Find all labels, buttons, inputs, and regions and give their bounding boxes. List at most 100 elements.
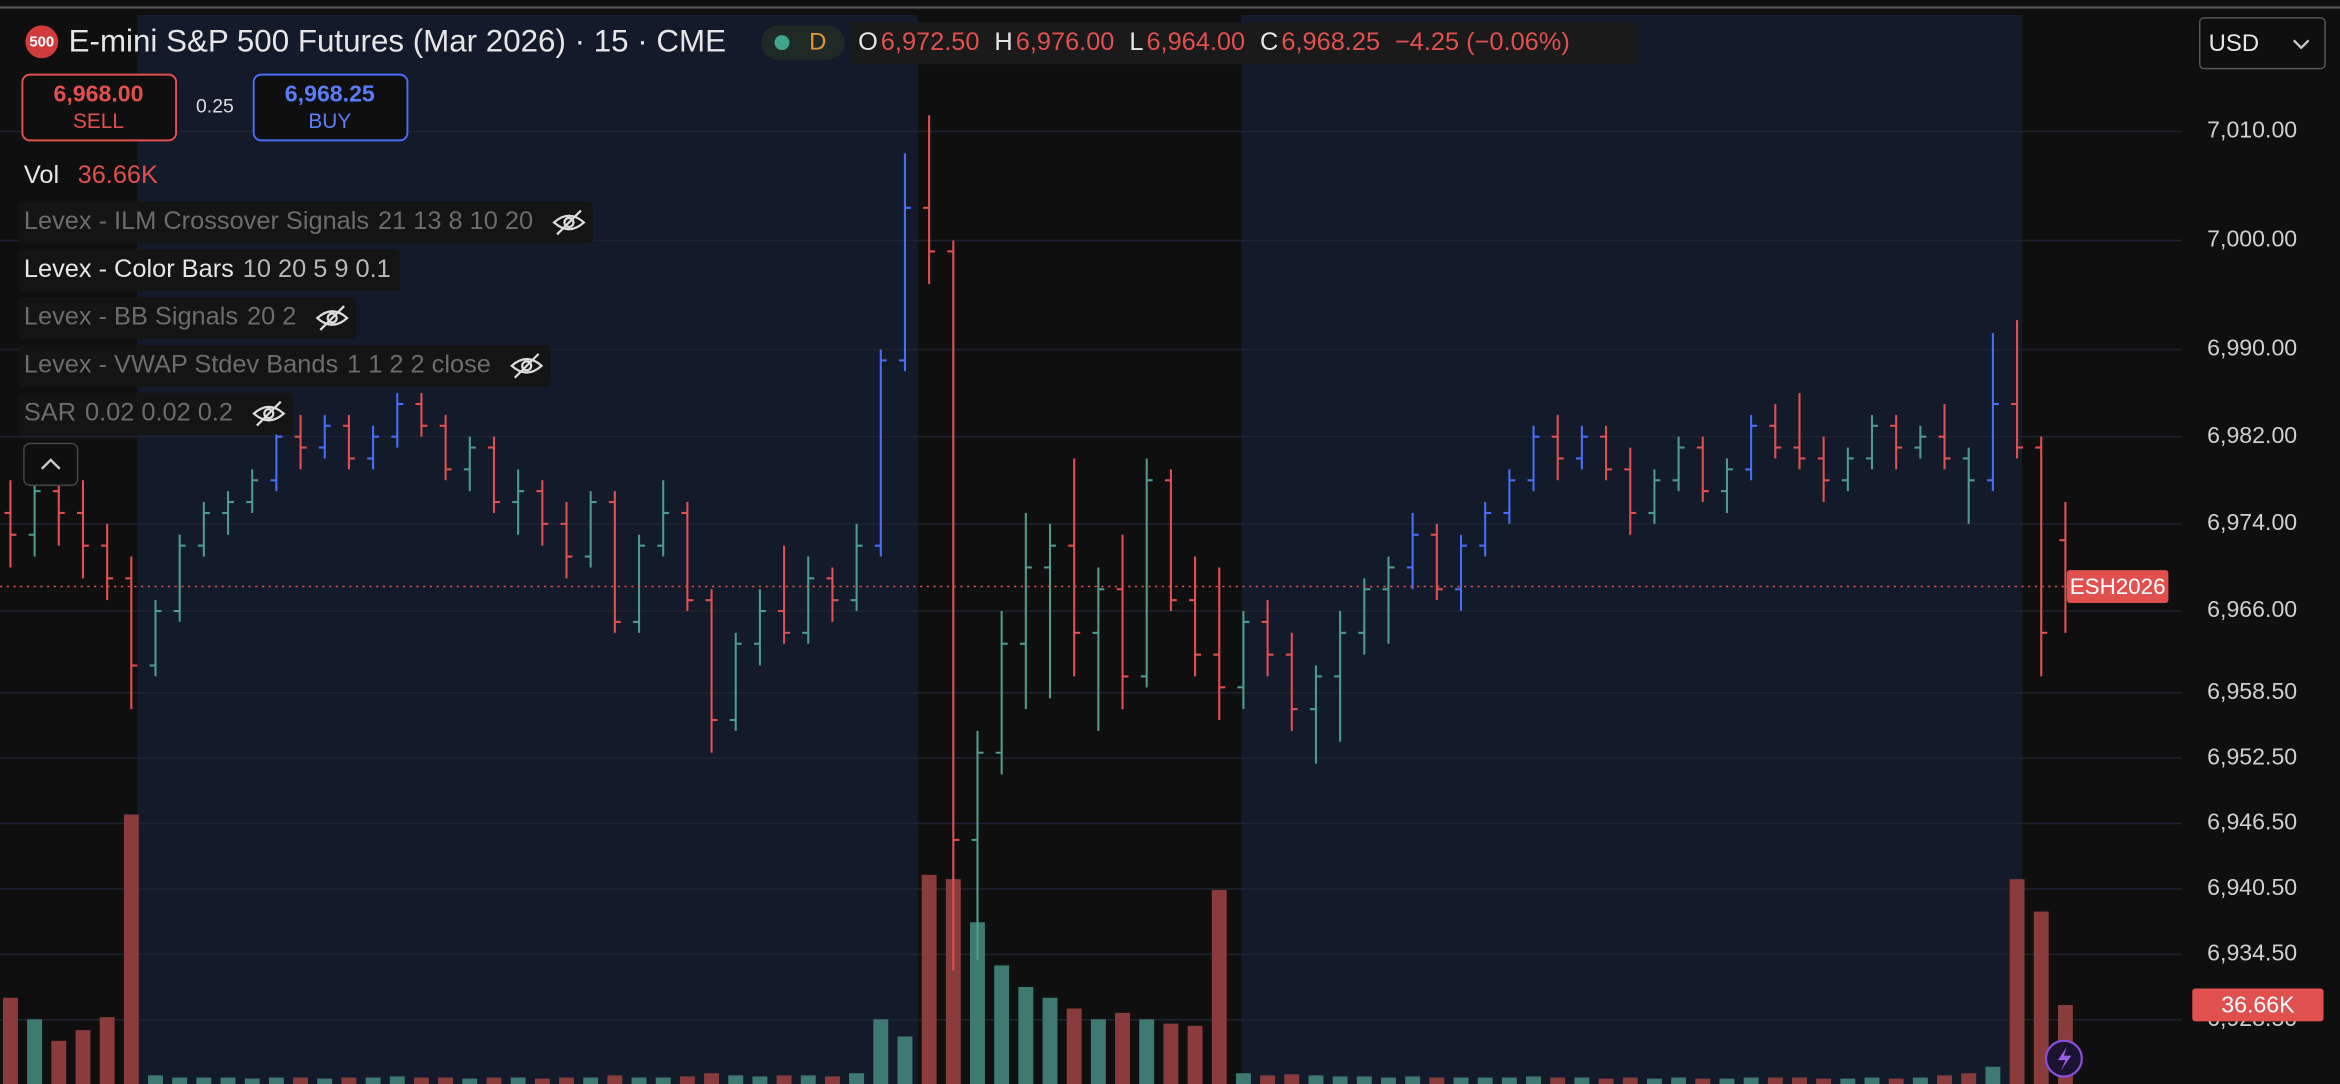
volume-bar xyxy=(1042,997,1058,1084)
indicator-name: Levex - VWAP Stdev Bands xyxy=(24,351,338,379)
volume-bar xyxy=(921,874,937,1084)
sell-label: SELL xyxy=(73,110,124,133)
collapse-button[interactable] xyxy=(23,442,79,487)
volume-bar xyxy=(244,1078,260,1084)
volume-bar xyxy=(1115,1012,1131,1084)
session-shade xyxy=(1241,14,2023,1084)
volume-bar xyxy=(196,1077,212,1084)
indicator-name: Levex - Color Bars xyxy=(24,255,234,283)
volume-bar xyxy=(317,1078,333,1084)
volume-bar xyxy=(655,1077,671,1084)
volume-bar xyxy=(679,1076,695,1084)
volume-bar xyxy=(994,965,1010,1084)
volume-bar xyxy=(1622,1077,1638,1084)
y-tick-label: 6,952.50 xyxy=(2207,743,2297,769)
volume-bar xyxy=(1719,1078,1735,1084)
currency-select[interactable] xyxy=(2198,17,2326,70)
ohlc-legend: O 6,972.50 H 6,976.00 L 6,964.00 C 6,968.25 −4.2… xyxy=(858,28,1570,56)
ohlc-key: C xyxy=(1260,28,1278,56)
volume-legend-label: Vol xyxy=(24,161,59,189)
volume-bar xyxy=(1139,1019,1155,1084)
volume-bar xyxy=(1332,1076,1348,1084)
spread: 0.25 xyxy=(196,96,234,118)
volume-bar xyxy=(1816,1078,1832,1084)
currency-chevron xyxy=(2292,39,2310,50)
ohlc-value: 6,976.00 xyxy=(1016,28,1115,56)
volume-bar xyxy=(1260,1075,1276,1084)
visibility-toggle[interactable] xyxy=(315,305,349,331)
y-tick-label: 6,940.50 xyxy=(2207,874,2297,900)
volume-bar xyxy=(873,1019,889,1084)
volume-bar xyxy=(438,1077,454,1084)
y-tick-label: 6,966.00 xyxy=(2207,596,2297,622)
volume-bar xyxy=(1187,1025,1203,1084)
price-badge xyxy=(2066,570,2169,603)
volume-bar xyxy=(1671,1077,1687,1084)
volume-bar xyxy=(486,1077,502,1084)
symbol-title[interactable]: E-mini S&P 500 Futures (Mar 2026) · 15 ·… xyxy=(69,24,726,59)
ohlc-value: 6,968.25 xyxy=(1281,28,1380,56)
volume-bar xyxy=(2009,879,2025,1084)
volume-bar xyxy=(583,1077,599,1084)
visibility-toggle[interactable] xyxy=(510,353,544,379)
volume-bar xyxy=(728,1075,744,1084)
volume-bar xyxy=(1501,1077,1517,1084)
volume-bar xyxy=(1961,1073,1977,1084)
eye-pupil xyxy=(263,407,275,420)
volume-bar xyxy=(1211,889,1227,1084)
y-tick-label: 6,958.50 xyxy=(2207,678,2297,704)
volume-bar xyxy=(534,1078,550,1084)
indicator-name: Levex - BB Signals xyxy=(24,303,238,331)
indicator-bg xyxy=(17,392,293,435)
volume-bar xyxy=(123,814,139,1084)
volume-bar xyxy=(1453,1077,1469,1084)
volume-bar xyxy=(51,1040,67,1084)
volume-bar xyxy=(1888,1078,1904,1084)
y-tick-label: 6,990.00 xyxy=(2207,335,2297,361)
indicator-bg xyxy=(17,344,551,387)
visibility-toggle[interactable] xyxy=(552,209,586,236)
volume-bar xyxy=(27,1019,43,1084)
volume-bar xyxy=(389,1076,405,1084)
y-tick-label: 7,010.00 xyxy=(2207,117,2297,143)
y-tick-label: 6,974.00 xyxy=(2207,509,2297,535)
volume-bar xyxy=(75,1030,91,1084)
volume-bar xyxy=(776,1075,792,1084)
indicator-bg xyxy=(17,249,400,292)
buy-label: BUY xyxy=(308,110,351,133)
lightning-icon xyxy=(2057,1046,2072,1071)
visibility-toggle[interactable] xyxy=(252,400,286,427)
eye-pupil xyxy=(563,216,575,229)
collapse-icon xyxy=(40,458,61,470)
session-badge: D xyxy=(809,29,826,56)
volume-bar xyxy=(1018,986,1034,1084)
volume-bar xyxy=(607,1075,623,1084)
volume-bar xyxy=(1381,1077,1396,1084)
volume-bar xyxy=(559,1077,574,1084)
buy-button[interactable] xyxy=(252,73,409,142)
price-layer xyxy=(0,115,2072,971)
ohlc-key: O xyxy=(858,28,878,56)
volume-label: 36.66K xyxy=(2221,992,2295,1018)
ohlc-change: −4.25 (−0.06%) xyxy=(1395,28,1570,56)
volume-bar xyxy=(1235,1073,1251,1084)
ohlc-key: H xyxy=(994,28,1012,56)
eye-slash xyxy=(513,353,540,379)
volume-bar xyxy=(1695,1078,1711,1084)
volume-bar xyxy=(1646,1078,1662,1084)
volume-badge xyxy=(2192,988,2324,1022)
volume-bar xyxy=(1912,1077,1928,1084)
volume-bar xyxy=(1550,1077,1566,1084)
volume-bar xyxy=(945,879,961,1084)
ohlc-value: 6,972.50 xyxy=(881,28,980,56)
buy-price: 6,968.25 xyxy=(285,81,375,107)
eye-pupil xyxy=(326,312,338,324)
volume-bar xyxy=(220,1077,236,1084)
volume-bar xyxy=(1284,1074,1300,1084)
volume-bar xyxy=(1792,1077,1807,1084)
volume-bar xyxy=(752,1076,768,1084)
volume-bar xyxy=(413,1077,429,1084)
volume-bar xyxy=(1985,1066,2001,1084)
volume-bar xyxy=(1163,1023,1179,1084)
sell-button[interactable] xyxy=(21,73,178,142)
